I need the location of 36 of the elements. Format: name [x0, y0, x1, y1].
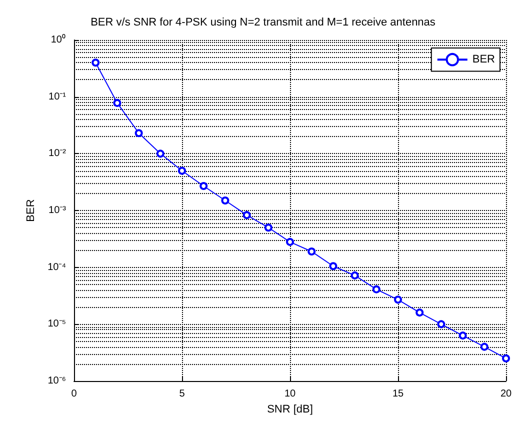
point: [480, 342, 488, 351]
x-tick-label: 10: [284, 388, 296, 400]
point: [458, 332, 467, 340]
y-axis-title: BER: [25, 199, 38, 222]
point: [286, 238, 294, 246]
point: [200, 182, 208, 190]
point: [372, 285, 380, 294]
point: [242, 211, 251, 220]
point: [416, 308, 424, 317]
point: [113, 98, 122, 107]
point: [92, 58, 100, 67]
chart-title: BER v/s SNR for 4-PSK using N=2 transmit and M=1 receive antennas: [90, 16, 436, 28]
point: [329, 262, 338, 270]
point: [437, 320, 446, 328]
x-tick-label: 0: [71, 388, 78, 400]
x-tick-label: 15: [392, 388, 404, 400]
x-tick-label: 20: [500, 388, 512, 400]
point: [394, 296, 402, 304]
y-tick-label: 10⁻⁴: [48, 262, 66, 273]
point: [502, 354, 510, 362]
y-tick-label: 10⁻⁵: [48, 318, 66, 330]
point: [221, 196, 230, 204]
x-tick-label: 5: [179, 388, 186, 400]
y-tick-label: 10⁻²: [48, 148, 67, 160]
point: [156, 150, 164, 158]
y-tick-label: 10⁻⁶: [48, 376, 66, 386]
x-axis-title: SNR [dB]: [267, 403, 313, 416]
point: [178, 166, 186, 175]
point: [134, 129, 143, 138]
point: [308, 247, 316, 256]
point: [350, 271, 359, 280]
y-tick-label: 10⁰: [50, 34, 66, 46]
y-tick-label: 10⁻³: [48, 205, 67, 216]
point: [264, 224, 272, 232]
y-tick-label: 10⁻¹: [48, 91, 67, 102]
legend-label: BER: [472, 54, 496, 66]
